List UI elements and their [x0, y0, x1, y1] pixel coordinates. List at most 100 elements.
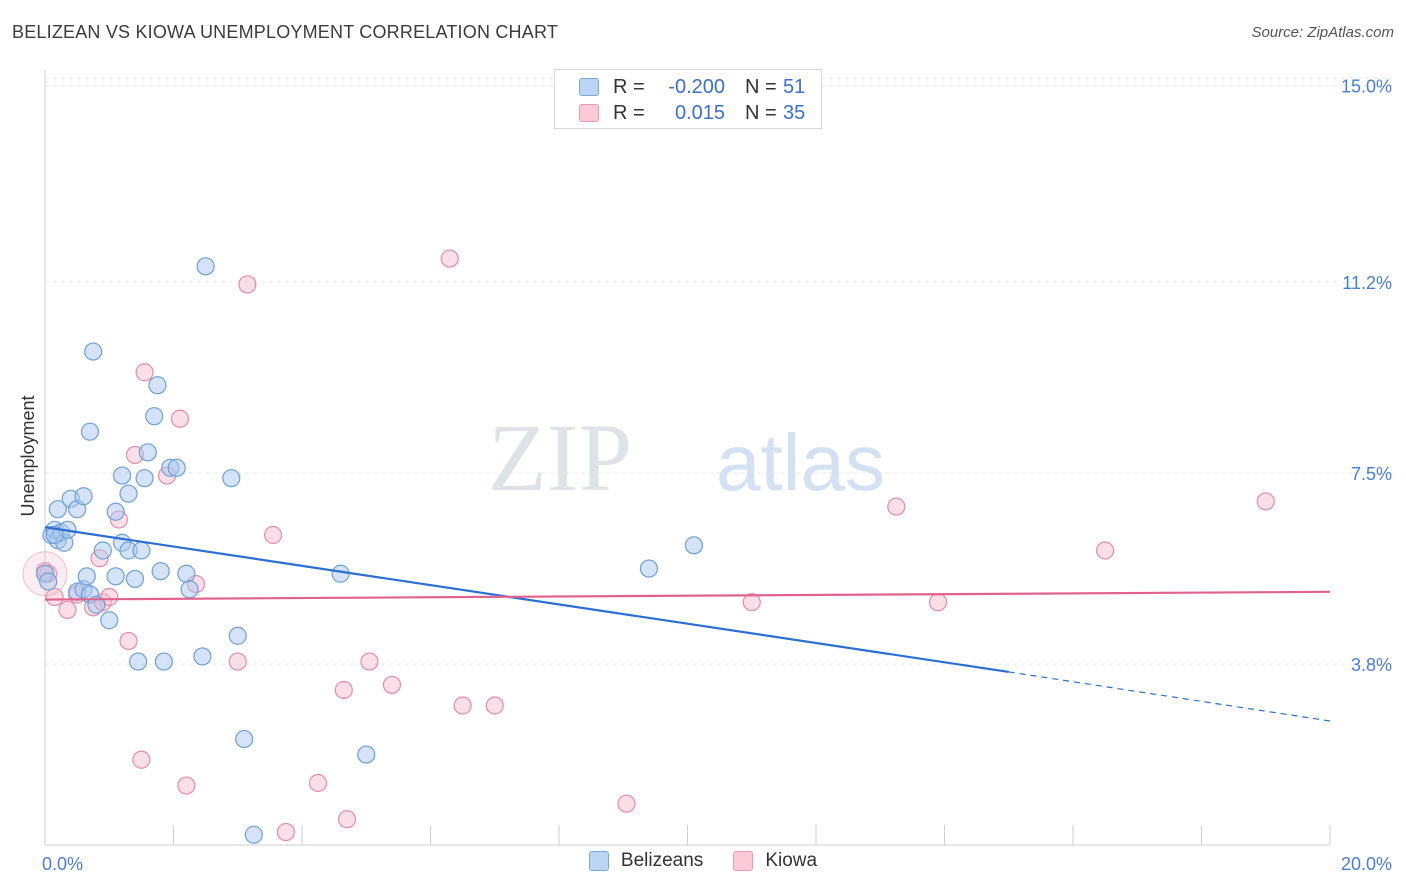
legend-row-kiowa: R = 0.015 N = 35: [579, 100, 805, 126]
belizeans-point: [228, 626, 247, 645]
kiowa-point: [177, 776, 196, 795]
belizeans-point: [125, 569, 145, 589]
kiowa-point: [1256, 492, 1275, 511]
gridlines: [45, 77, 1392, 665]
legend-n-label: N =: [745, 101, 777, 124]
belizeans-point: [196, 257, 215, 276]
legend-r-label: R =: [613, 75, 645, 98]
belizeans-point: [244, 825, 263, 844]
belizeans-point: [639, 559, 659, 578]
belizeans-point: [87, 595, 106, 614]
watermark-zip: ZIP: [488, 404, 632, 511]
kiowa-point: [308, 773, 328, 793]
series-legend: Belizeans Kiowa: [0, 850, 1406, 872]
kiowa-point: [440, 249, 459, 268]
legend-label: Belizeans: [620, 850, 704, 871]
belizeans-point: [193, 647, 212, 666]
legend-n-value: 51: [783, 75, 806, 98]
kiowa-point: [1096, 541, 1115, 560]
belizeans-point: [177, 564, 196, 583]
legend-n-label: N =: [745, 75, 777, 98]
kiowa-trendline: [44, 590, 1331, 601]
trendlines: [44, 526, 1331, 722]
correlation-legend: R = -0.200 N = 51 R = 0.015 N = 35: [554, 69, 822, 129]
kiowa-swatch: [579, 104, 599, 122]
belizeans-point: [132, 541, 151, 560]
belizeans-point: [154, 652, 173, 671]
kiowa-point: [119, 631, 138, 651]
kiowa-point: [742, 593, 761, 612]
kiowa-point: [453, 696, 472, 715]
belizeans-point: [129, 652, 148, 671]
kiowa-point: [382, 675, 402, 694]
belizeans-point: [119, 484, 138, 503]
source-label: Source: ZipAtlas.com: [1251, 24, 1394, 41]
belizeans-point: [100, 611, 119, 630]
belizeans-point: [135, 469, 154, 488]
legend-item-belizeans[interactable]: Belizeans: [588, 850, 704, 872]
watermark: ZIP atlas: [488, 404, 885, 511]
belizeans-point: [80, 422, 100, 441]
belizeans-point: [106, 567, 125, 586]
belizeans-point: [145, 407, 164, 426]
kiowa-points: [22, 249, 1275, 842]
chart-title: BELIZEAN VS KIOWA UNEMPLOYMENT CORRELATI…: [12, 22, 559, 42]
belizeans-point: [684, 536, 704, 555]
kiowa-point: [135, 363, 154, 382]
kiowa-point: [132, 750, 151, 769]
belizeans-swatch: [579, 78, 599, 96]
y-tick-label: 3.8%: [1351, 655, 1392, 675]
x-tick-label: 20.0%: [1341, 854, 1392, 874]
kiowa-point: [617, 794, 636, 813]
belizeans-swatch: [588, 851, 609, 871]
kiowa-point: [238, 275, 257, 294]
kiowa-point: [58, 600, 77, 620]
legend-item-kiowa[interactable]: Kiowa: [733, 850, 817, 872]
belizeans-point: [74, 487, 93, 506]
kiowa-point: [170, 409, 190, 428]
belizeans-point: [148, 376, 167, 395]
belizeans-point: [77, 567, 96, 586]
kiowa-point: [485, 696, 504, 715]
x-tick-label: 0.0%: [42, 854, 83, 874]
belizeans-point: [151, 562, 170, 581]
y-tick-label: 7.5%: [1351, 464, 1392, 484]
belizeans-point: [222, 469, 241, 488]
kiowa-point: [276, 822, 296, 842]
legend-n-value: 35: [783, 101, 806, 124]
belizeans-point: [331, 564, 350, 583]
belizeans-point: [48, 500, 67, 519]
belizeans-point: [45, 525, 64, 545]
belizeans-point: [93, 541, 112, 560]
kiowa-point: [228, 652, 247, 671]
legend-r-value: 0.015: [674, 101, 725, 124]
belizeans-point: [106, 502, 125, 521]
legend-row-belizeans: R = -0.200 N = 51: [579, 74, 805, 100]
belizeans-point: [39, 572, 58, 591]
belizeans-point: [180, 580, 199, 599]
belizeans-point: [167, 458, 186, 477]
kiowa-point: [337, 810, 357, 829]
legend-label: Kiowa: [765, 850, 818, 871]
kiowa-point: [887, 497, 906, 516]
kiowa-point: [45, 587, 64, 607]
legend-r-label: R =: [613, 101, 645, 124]
belizeans-trendline-extension: [1008, 671, 1331, 722]
kiowa-point: [263, 525, 283, 545]
watermark-atlas: atlas: [716, 418, 885, 507]
kiowa-point: [360, 652, 379, 671]
axes: [44, 70, 1331, 846]
tick-labels: 15.0% 11.2% 7.5% 3.8% 0.0% 20.0%: [42, 77, 1392, 875]
belizeans-point: [84, 342, 103, 361]
belizeans-point: [235, 729, 254, 749]
belizeans-point: [112, 466, 132, 485]
y-axis-title: Unemployment: [18, 395, 38, 516]
y-tick-label: 15.0%: [1341, 77, 1392, 97]
kiowa-point: [334, 680, 353, 700]
kiowa-swatch: [733, 851, 754, 871]
belizeans-point: [138, 443, 157, 462]
belizeans-point: [357, 745, 376, 764]
legend-r-value: -0.200: [668, 75, 725, 98]
kiowa-point: [928, 593, 948, 612]
